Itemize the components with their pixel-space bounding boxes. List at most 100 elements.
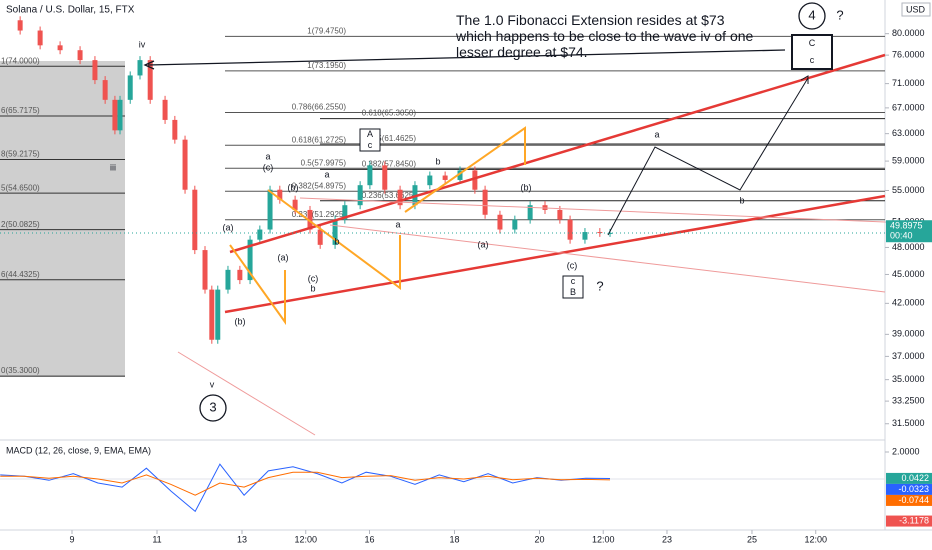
candle-body (102, 80, 108, 100)
y-tick-label: 31.5000 (892, 418, 925, 428)
x-tick-label: 20 (534, 534, 544, 544)
macd-title: MACD (12, 26, close, 9, EMA, EMA) (6, 445, 151, 455)
arrowhead (143, 60, 155, 70)
orange-zigzag (229, 244, 286, 326)
candle-body (192, 189, 198, 251)
wave-label: 3 (209, 399, 216, 414)
candle-body (472, 170, 478, 190)
orange-zigzag (267, 189, 401, 290)
candle-body (267, 189, 273, 230)
macd-pane: 2.0000 0.0422-0.0323-0.0744 -3.1178 (0, 446, 932, 527)
candle-body (117, 99, 123, 131)
candle-body (512, 219, 518, 230)
fib-label: 6(44.4325) (1, 270, 40, 279)
arrow (147, 49, 786, 66)
candle-body (342, 205, 348, 220)
y-tick-label: 33.2500 (892, 395, 925, 405)
value-badge-label: -0.0323 (898, 484, 929, 494)
wave-label: (a) (223, 222, 234, 232)
fib-label: 8(59.2175) (1, 150, 40, 159)
candle-body (582, 232, 588, 240)
channel-line (329, 224, 886, 293)
candle-body (427, 175, 433, 186)
y-tick-label: 71.0000 (892, 78, 925, 88)
candle-body (482, 189, 488, 215)
fib-label: 6(65.7175) (1, 106, 40, 115)
axes: 80.0000 76.0000 71.0000 67.0000 63.0000 59.00… (69, 2, 932, 544)
fib-label: 1(79.4750) (307, 27, 346, 36)
last-price: 49.8975 (890, 221, 923, 231)
fib-label: 0.382(57.8450) (362, 159, 417, 168)
candle-body (182, 139, 188, 190)
y-tick-label: 37.0000 (892, 351, 925, 361)
channel-line (299, 197, 886, 223)
wave-label: a (265, 151, 270, 161)
macd-line (0, 463, 611, 513)
candle-body (215, 289, 221, 340)
wave-box-label: c (571, 276, 576, 286)
orange-zigzag (404, 126, 526, 213)
fib-zone (0, 61, 125, 377)
currency: USD (906, 4, 926, 14)
x-tick-label: 23 (662, 534, 672, 544)
fib-label: 0.786(66.2550) (292, 103, 347, 112)
candle-body (77, 50, 83, 61)
y-tick-label: 59.0000 (892, 155, 925, 165)
fib-label: 5(54.6500) (1, 183, 40, 192)
candle-body (137, 60, 143, 76)
x-tick-label: 9 (69, 534, 74, 544)
candle-body (567, 219, 573, 240)
x-tick-label: 12:00 (592, 534, 615, 544)
wave-label: (c) (308, 273, 319, 283)
wave-label: b (739, 195, 744, 205)
wave-label: a (395, 219, 400, 229)
candle-body (257, 229, 263, 240)
candle-body (382, 165, 388, 190)
x-tick-label: 13 (237, 534, 247, 544)
candle-body (442, 175, 448, 180)
wave-label: 4 (808, 7, 815, 22)
wave-label: v (210, 379, 215, 389)
y-tick-label: 63.0000 (892, 128, 925, 138)
wave-label: (a) (478, 239, 489, 249)
fib-label: 2(50.0825) (1, 220, 40, 229)
fib-label: 1(73.1950) (307, 61, 346, 70)
macd-line (0, 471, 611, 496)
channel-line (177, 351, 316, 436)
trendline-upper (229, 53, 886, 254)
candle-body (209, 289, 215, 340)
candle-body (225, 269, 231, 290)
x-tick-label: 12:00 (804, 534, 827, 544)
fib-label: 0.382(54.8975) (292, 181, 347, 190)
candle-body (397, 189, 403, 206)
wave-label: a (654, 129, 659, 139)
x-tick-label: 12:00 (294, 534, 317, 544)
wave-label: ? (596, 278, 603, 293)
candle-body (17, 20, 23, 31)
candles (17, 16, 613, 344)
wave-label: (c) (567, 260, 578, 270)
candle-body (367, 165, 373, 186)
wave-label: ? (836, 7, 843, 22)
currency-badge (901, 2, 931, 17)
candle-body (127, 75, 133, 100)
value-badge-label: 0.0422 (901, 473, 929, 483)
wave-label: a (324, 169, 329, 179)
fib-label: 0.618(61.2725) (292, 135, 347, 144)
wave-label: b (435, 156, 440, 166)
x-tick-label: 25 (747, 534, 757, 544)
candle-body (237, 269, 243, 281)
candle-body (357, 185, 363, 206)
wave-label: b (334, 236, 339, 246)
y-tick-label: 48.0000 (892, 242, 925, 252)
y-tick-label: 39.0000 (892, 329, 925, 339)
fib-levels: 1(74.0000) 6(65.7175) 8(59.2175) 5(54.6500)… (0, 27, 885, 377)
value-badge (886, 472, 932, 484)
candle-body (57, 45, 63, 51)
value-badge (886, 515, 932, 527)
candle-body (162, 99, 168, 120)
trendline-lower (224, 194, 886, 314)
